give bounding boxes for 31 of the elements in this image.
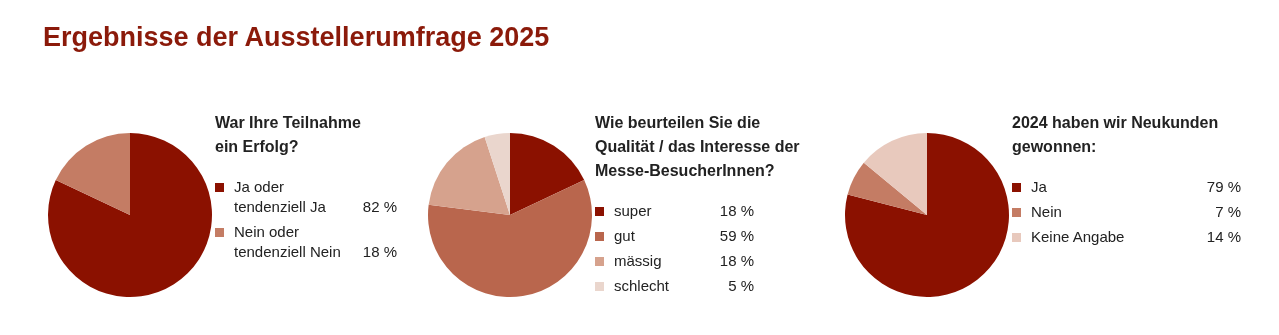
legend-label: mässig (614, 251, 663, 271)
data-label: 82 % (361, 197, 397, 217)
legend-label: Ja (1031, 177, 1048, 197)
chart-subtitle: Wie beurteilen Sie die Qualität / das Interesse der Messe-BesucherInnen? (595, 113, 801, 181)
chart-title: Ergebnisse der Ausstellerumfrage 2025 (43, 22, 550, 53)
pie-slice (48, 133, 212, 297)
data-label: 18 % (361, 242, 397, 262)
pie-slice (863, 133, 927, 215)
pie-slice (845, 133, 1009, 297)
legend-label: schlecht (614, 276, 671, 296)
data-label: 79 % (1205, 177, 1241, 197)
pie-slice (428, 180, 592, 297)
data-label: 18 % (718, 251, 754, 271)
chart-subtitle: 2024 haben wir Neukunden gewonnen: (1012, 113, 1220, 157)
pie-slice (484, 133, 510, 215)
pie-slice (847, 162, 927, 215)
pie-slice (428, 137, 510, 215)
legend-label: Nein (1031, 202, 1063, 222)
legend-label: Ja oder tendenziell Ja (234, 177, 327, 217)
pie-slice (510, 133, 585, 215)
chart-subtitle: War Ihre Teilnahme ein Erfolg? (215, 113, 362, 157)
data-label: 14 % (1205, 227, 1241, 247)
data-label: 18 % (718, 201, 754, 221)
data-label: 5 % (727, 276, 754, 296)
legend-label: gut (614, 226, 636, 246)
data-label: 59 % (718, 226, 754, 246)
legend-label: Nein oder tendenziell Nein (234, 222, 342, 262)
data-label: 7 % (1214, 202, 1241, 222)
legend-label: super (614, 201, 653, 221)
pie-slice (55, 133, 130, 215)
legend-label: Keine Angabe (1031, 227, 1126, 247)
